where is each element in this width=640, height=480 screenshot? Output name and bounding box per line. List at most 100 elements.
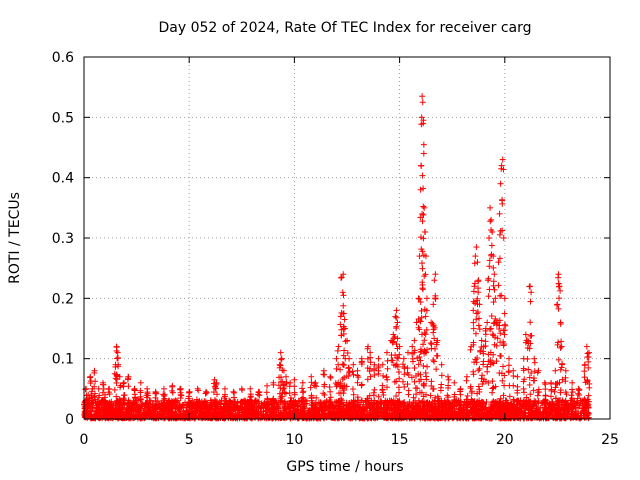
data-point-column xyxy=(431,358,438,365)
data-point-column xyxy=(393,325,400,332)
data-point-column xyxy=(395,384,402,391)
data-point xyxy=(379,361,386,368)
data-point-column xyxy=(490,278,497,285)
data-point-column xyxy=(486,326,493,333)
data-point-column xyxy=(497,353,504,360)
chart-title: Day 052 of 2024, Rate Of TEC Index for r… xyxy=(158,20,531,36)
data-point-column xyxy=(497,227,504,234)
y-axis-label: ROTI / TECUs xyxy=(7,192,23,284)
data-point-column xyxy=(239,387,246,394)
data-point-column xyxy=(419,285,426,292)
data-point-column xyxy=(472,330,479,337)
data-point-column xyxy=(569,386,576,393)
data-point-column xyxy=(422,229,429,236)
data-point-column xyxy=(340,292,347,299)
data-point-column xyxy=(525,366,532,373)
data-point xyxy=(495,259,502,266)
data-point-column xyxy=(427,340,434,347)
data-point-column xyxy=(428,341,435,348)
data-point-background xyxy=(424,415,431,422)
data-point-column xyxy=(559,361,566,368)
data-point-column xyxy=(419,265,426,272)
data-point-column xyxy=(87,374,94,381)
data-point xyxy=(472,253,479,260)
data-point-column xyxy=(471,260,478,267)
data-point xyxy=(247,385,254,392)
data-point-column xyxy=(496,255,503,262)
data-point-background xyxy=(502,397,509,404)
data-point xyxy=(392,313,399,320)
data-point xyxy=(487,204,494,211)
data-point-column xyxy=(409,358,416,365)
data-point-column xyxy=(524,355,531,362)
data-point-column xyxy=(280,385,287,392)
data-point xyxy=(160,385,167,392)
data-point-column xyxy=(418,162,425,169)
data-point-column xyxy=(349,368,356,375)
data-point xyxy=(394,319,401,326)
data-point xyxy=(552,367,559,374)
data-point-column xyxy=(340,361,347,368)
data-point-column xyxy=(501,331,508,338)
y-tick-label: 0.4 xyxy=(52,171,74,187)
data-point-column xyxy=(341,316,348,323)
data-point-column xyxy=(576,386,583,393)
data-point xyxy=(312,379,319,386)
data-point-column xyxy=(487,325,494,332)
data-point-column xyxy=(125,383,132,390)
data-point-column xyxy=(470,325,477,332)
data-point-column xyxy=(528,332,535,339)
data-point-column xyxy=(485,293,492,300)
data-point-column xyxy=(491,286,498,293)
data-point-background xyxy=(139,401,146,408)
data-point-column xyxy=(420,381,427,388)
data-point-column xyxy=(420,141,427,148)
data-point-column xyxy=(438,372,445,379)
data-point-column xyxy=(482,331,489,338)
data-point-column xyxy=(299,385,306,392)
data-point xyxy=(282,373,289,380)
data-point-column xyxy=(514,389,521,396)
data-point-column xyxy=(557,287,564,294)
data-point-column xyxy=(396,375,403,382)
data-point xyxy=(411,337,418,344)
data-point-column xyxy=(542,381,549,388)
data-point-column xyxy=(105,386,112,393)
data-point-column xyxy=(433,366,440,373)
data-point-column xyxy=(430,326,437,333)
x-tick-label: 5 xyxy=(185,432,194,448)
data-point xyxy=(230,388,237,395)
data-point xyxy=(562,367,569,374)
data-point xyxy=(280,367,287,374)
data-point-column xyxy=(203,389,210,396)
data-point-column xyxy=(423,373,430,380)
data-point-column xyxy=(510,372,517,379)
x-tick-label: 0 xyxy=(80,432,89,448)
data-point-column xyxy=(569,389,576,396)
data-point-background xyxy=(261,399,268,406)
data-point xyxy=(430,301,437,308)
data-point-column xyxy=(383,373,390,380)
data-point-column xyxy=(581,368,588,375)
data-point xyxy=(221,385,228,392)
data-points xyxy=(81,93,593,422)
data-point-column xyxy=(300,388,307,395)
x-tick-label: 10 xyxy=(285,432,303,448)
data-point-column xyxy=(411,365,418,372)
data-point-column xyxy=(349,386,356,393)
data-point xyxy=(496,210,503,217)
data-point-column xyxy=(421,337,428,344)
data-point xyxy=(522,331,529,338)
data-point xyxy=(451,379,458,386)
data-point xyxy=(432,271,439,278)
data-point xyxy=(277,349,284,356)
data-point-column xyxy=(555,283,562,290)
data-point-column xyxy=(463,377,470,384)
data-point-column xyxy=(401,383,408,390)
data-point-column xyxy=(291,383,298,390)
data-point-column xyxy=(581,374,588,381)
data-point xyxy=(531,355,538,362)
data-point-column xyxy=(506,393,513,400)
data-point xyxy=(137,379,144,386)
data-point-column xyxy=(393,314,400,321)
